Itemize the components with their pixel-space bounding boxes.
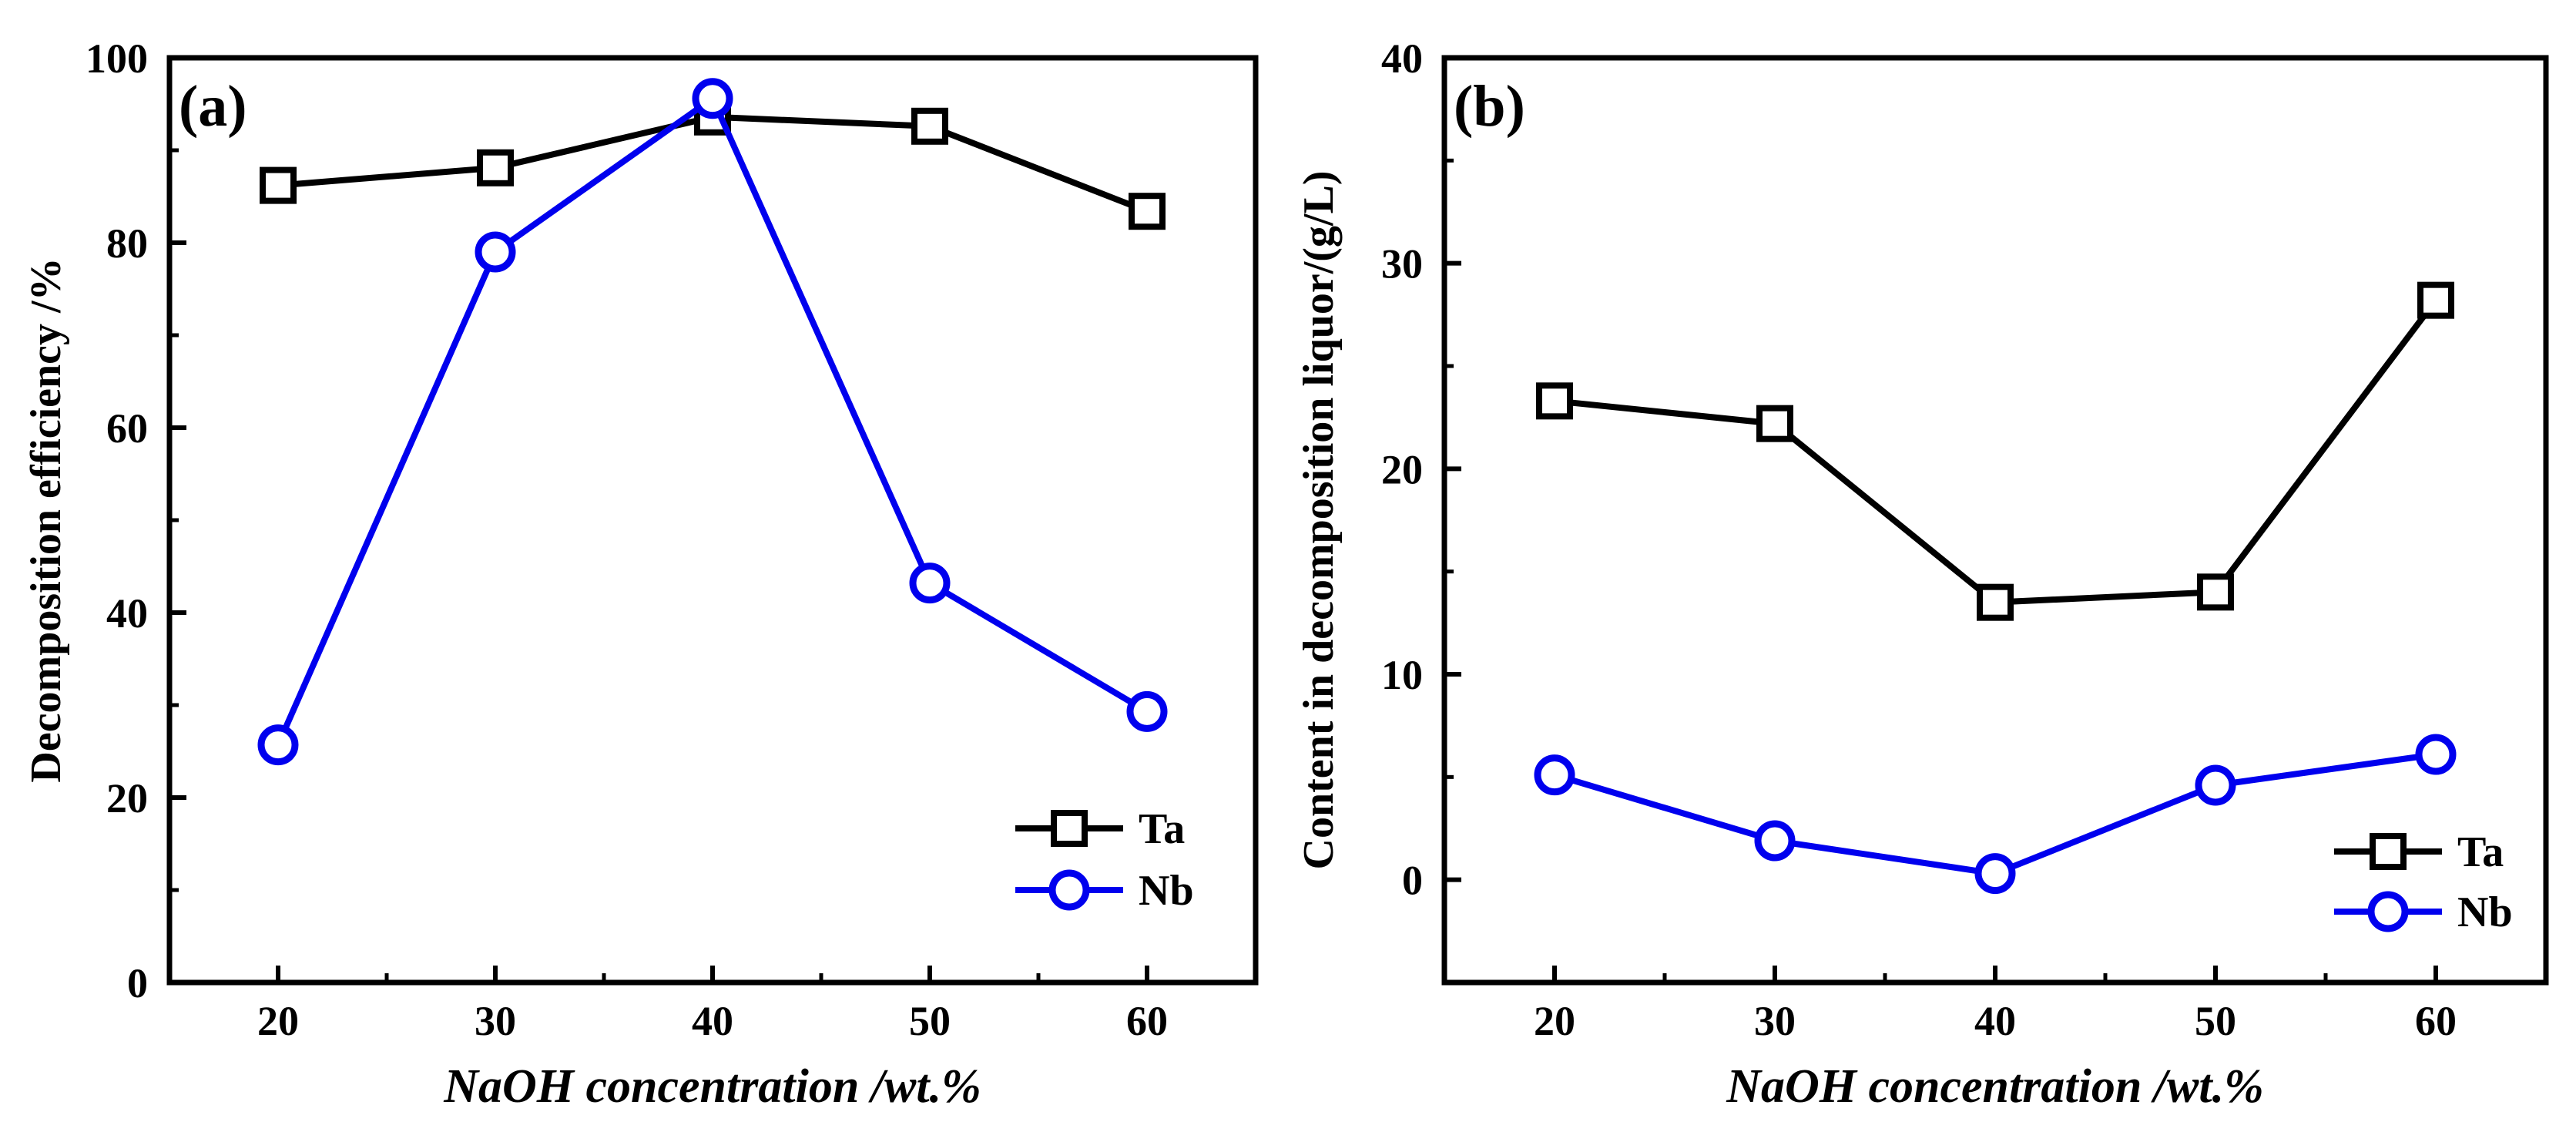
- data-point-ta: [911, 107, 948, 145]
- x-tick-label: 50: [2195, 998, 2236, 1044]
- legend-label-ta: Ta: [1139, 805, 1185, 853]
- legend-label-nb: Nb: [1139, 867, 1194, 915]
- legend-marker-nb: [1048, 869, 1090, 911]
- y-axis-title: Decomposition efficiency /%: [22, 257, 70, 782]
- data-point-nb: [1754, 820, 1796, 862]
- y-tick-label: 40: [1381, 35, 1423, 82]
- legend-marker-ta: [1051, 810, 1088, 847]
- x-tick-label: 30: [1754, 998, 1796, 1044]
- legend-marker-nb: [2367, 891, 2409, 932]
- data-point-nb: [909, 563, 951, 604]
- data-point-ta: [1977, 583, 2014, 621]
- y-axis-title: Content in decomposition liquor/(g/L): [1295, 171, 1343, 870]
- y-tick-label: 60: [106, 405, 148, 452]
- series-line-nb: [275, 95, 1149, 747]
- panel-a-chart: 20 30 40 50 60 0 20 40 60 80 100 NaOH concentration…: [22, 35, 1259, 1113]
- data-point-nb: [1974, 853, 2016, 895]
- y-tick-label: 0: [1402, 858, 1423, 904]
- y-tick-label: 100: [86, 35, 148, 82]
- legend-label-nb: Nb: [2457, 888, 2513, 936]
- x-axis-title: NaOH concentration /wt.%: [1726, 1060, 2264, 1113]
- x-tick-label: 20: [1534, 998, 1575, 1044]
- x-tick-label: 20: [257, 998, 299, 1044]
- data-point-nb: [475, 231, 516, 273]
- data-point-ta: [2197, 573, 2234, 611]
- x-tick-label: 30: [475, 998, 516, 1044]
- data-point-nb: [1534, 754, 1575, 796]
- data-point-ta: [1536, 382, 1573, 420]
- y-tick-label: 10: [1381, 652, 1423, 698]
- data-point-ta: [2417, 281, 2454, 319]
- y-tick-label: 40: [106, 590, 148, 637]
- legend-marker-ta: [2370, 833, 2407, 870]
- y-tick-label: 80: [106, 220, 148, 267]
- x-tick-label: 40: [1974, 998, 2016, 1044]
- data-point-ta: [260, 166, 297, 204]
- x-tick-label: 40: [692, 998, 733, 1044]
- x-tick-label: 60: [1126, 998, 1168, 1044]
- x-tick-label: 60: [2415, 998, 2457, 1044]
- data-point-nb: [2195, 764, 2236, 806]
- data-point-nb: [257, 724, 299, 766]
- data-point-nb: [1126, 690, 1168, 732]
- data-point-ta: [477, 149, 514, 186]
- data-point-nb: [692, 78, 733, 119]
- series-line-ta: [1554, 298, 2439, 606]
- panel-label: (b): [1454, 74, 1525, 139]
- legend-label-ta: Ta: [2457, 828, 2504, 876]
- data-point-ta: [1129, 193, 1166, 230]
- data-point-ta: [1756, 405, 1793, 442]
- plot-frame: [166, 55, 1259, 986]
- y-tick-label: 20: [1381, 446, 1423, 492]
- x-tick-label: 50: [909, 998, 951, 1044]
- data-point-nb: [2415, 734, 2457, 775]
- y-tick-label: 0: [127, 960, 148, 1006]
- y-tick-label: 30: [1381, 241, 1423, 287]
- panel-label: (a): [179, 74, 247, 139]
- panel-b-chart: 20 30 40 50 60 0 10 20 30 40 NaOH concentration /w…: [1295, 35, 2549, 1113]
- x-axis-title: NaOH concentration /wt.%: [443, 1060, 981, 1113]
- y-tick-label: 20: [106, 775, 148, 821]
